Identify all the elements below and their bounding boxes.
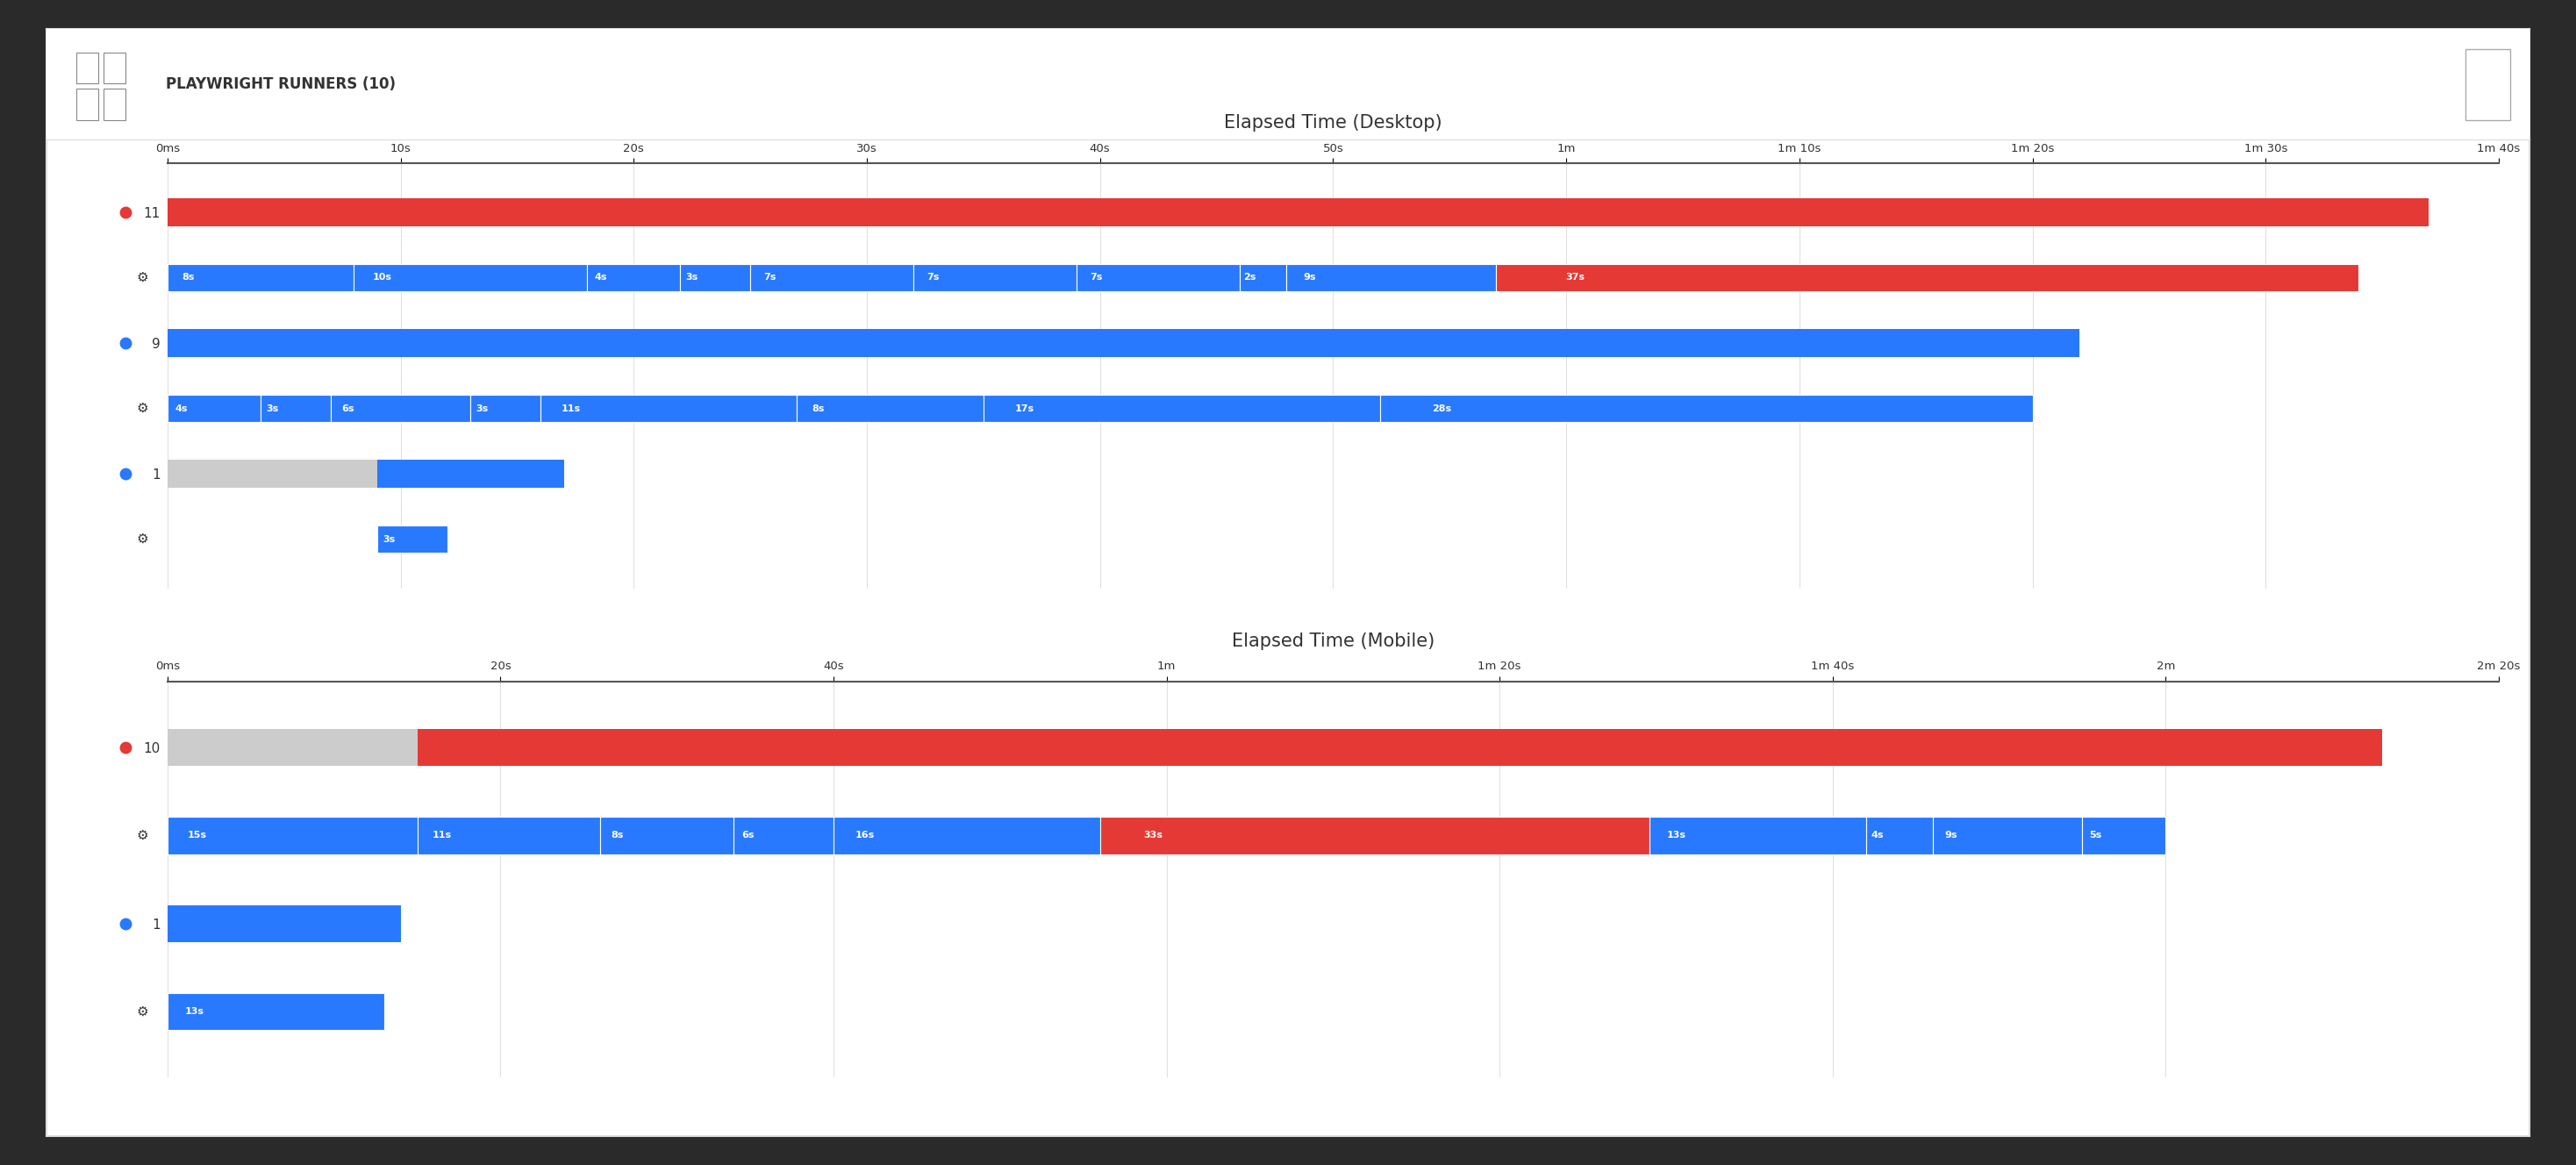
Text: ⚙: ⚙ <box>137 271 149 284</box>
Bar <box>471 395 541 422</box>
Bar <box>167 395 260 422</box>
Text: 4s: 4s <box>1870 831 1883 840</box>
Bar <box>1865 817 1932 854</box>
Bar <box>353 263 587 291</box>
Bar <box>167 198 2429 226</box>
Bar <box>1649 817 1865 854</box>
Text: ⚙: ⚙ <box>137 829 149 842</box>
Text: 7s: 7s <box>1090 274 1103 282</box>
Text: 9s: 9s <box>1945 831 1958 840</box>
Bar <box>750 263 914 291</box>
Text: 11s: 11s <box>433 831 451 840</box>
Bar <box>330 395 471 422</box>
Bar <box>376 460 564 488</box>
Bar <box>167 817 417 854</box>
Bar <box>2081 817 2166 854</box>
Bar <box>77 89 98 120</box>
Text: 3s: 3s <box>265 404 278 412</box>
Text: 8s: 8s <box>811 404 824 412</box>
Bar <box>1239 263 1285 291</box>
Bar <box>77 52 98 84</box>
Text: ⚙: ⚙ <box>137 1005 149 1018</box>
Title: Elapsed Time (Mobile): Elapsed Time (Mobile) <box>1231 633 1435 650</box>
Text: 11s: 11s <box>562 404 580 412</box>
Title: Elapsed Time (Desktop): Elapsed Time (Desktop) <box>1224 114 1443 132</box>
Bar <box>1285 263 1497 291</box>
Text: ⚙: ⚙ <box>137 402 149 415</box>
Bar <box>417 729 2383 767</box>
Text: 3s: 3s <box>384 535 394 544</box>
Bar <box>734 817 835 854</box>
Text: ⚙: ⚙ <box>137 532 149 546</box>
Bar <box>541 395 796 422</box>
Bar <box>1077 263 1239 291</box>
Text: 15s: 15s <box>188 831 206 840</box>
Text: 2s: 2s <box>1244 274 1257 282</box>
Bar <box>260 395 330 422</box>
Bar <box>587 263 680 291</box>
Bar <box>1381 395 2032 422</box>
Text: 7s: 7s <box>927 274 940 282</box>
FancyBboxPatch shape <box>2465 49 2509 120</box>
Bar <box>1932 817 2081 854</box>
Text: 8s: 8s <box>611 831 623 840</box>
Bar <box>103 89 126 120</box>
Text: 13s: 13s <box>1667 831 1687 840</box>
Bar <box>167 993 384 1030</box>
Text: 17s: 17s <box>1015 404 1036 412</box>
Bar <box>167 905 402 942</box>
Text: 5s: 5s <box>2089 831 2102 840</box>
Text: PLAYWRIGHT RUNNERS (10): PLAYWRIGHT RUNNERS (10) <box>165 77 397 92</box>
Bar <box>1100 817 1649 854</box>
Bar <box>600 817 734 854</box>
Bar <box>835 817 1100 854</box>
Bar <box>167 460 376 488</box>
Bar <box>167 729 417 767</box>
Text: 3s: 3s <box>685 274 698 282</box>
Text: 33s: 33s <box>1144 831 1164 840</box>
Text: 3s: 3s <box>477 404 489 412</box>
Text: 13s: 13s <box>185 1008 204 1016</box>
Bar <box>796 395 984 422</box>
Text: 37s: 37s <box>1566 274 1584 282</box>
Text: 6s: 6s <box>343 404 355 412</box>
Text: −: − <box>2481 77 2494 92</box>
Bar <box>417 817 600 854</box>
Text: 7s: 7s <box>762 274 775 282</box>
Bar <box>376 525 448 553</box>
Bar <box>914 263 1077 291</box>
Bar <box>680 263 750 291</box>
Text: 16s: 16s <box>855 831 873 840</box>
Text: 6s: 6s <box>742 831 755 840</box>
Text: 9s: 9s <box>1303 274 1316 282</box>
Bar <box>167 330 2079 356</box>
Text: 8s: 8s <box>183 274 196 282</box>
Text: 28s: 28s <box>1432 404 1450 412</box>
Text: 4s: 4s <box>595 274 608 282</box>
Bar <box>103 52 126 84</box>
Text: 4s: 4s <box>175 404 188 412</box>
Bar <box>984 395 1381 422</box>
Bar <box>1497 263 2360 291</box>
Text: 10s: 10s <box>374 274 392 282</box>
Bar <box>167 263 353 291</box>
